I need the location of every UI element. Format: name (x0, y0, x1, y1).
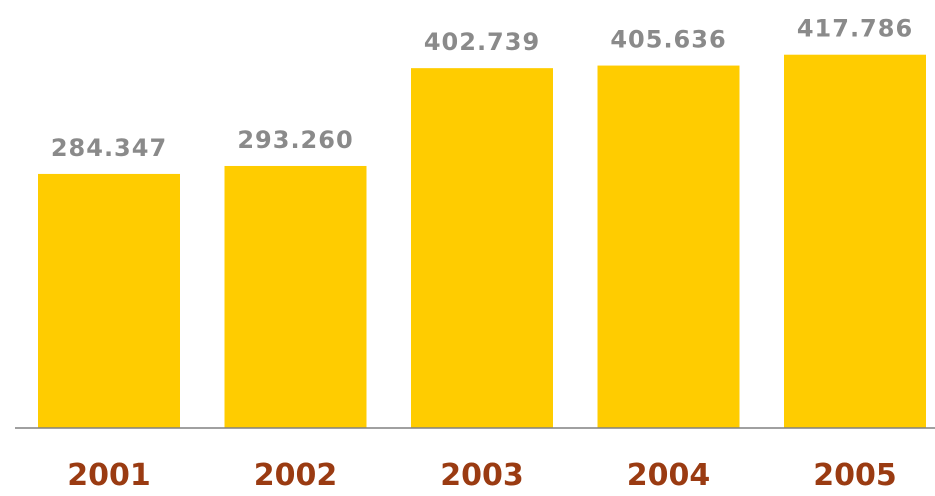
value-label-2005: 417.786 (797, 15, 913, 43)
bar-2001 (38, 173, 180, 428)
value-labels-group: 284.347 293.260 402.739 405.636 417.786 (51, 15, 913, 162)
value-label-2001: 284.347 (51, 134, 167, 162)
value-label-2004: 405.636 (610, 26, 726, 54)
category-label-2003: 2003 (440, 458, 524, 493)
value-label-2003: 402.739 (424, 28, 540, 56)
bar-2005 (784, 54, 926, 428)
category-label-2001: 2001 (67, 458, 151, 493)
value-label-2002: 293.260 (237, 126, 353, 154)
bar-2004 (597, 65, 740, 428)
bar-2002 (224, 165, 367, 429)
bar-2003 (411, 68, 553, 428)
category-label-2004: 2004 (627, 458, 711, 493)
bars-group (38, 54, 926, 429)
category-label-2005: 2005 (813, 458, 897, 493)
category-label-2002: 2002 (254, 458, 338, 493)
category-labels-group: 2001 2002 2003 2004 2005 (67, 458, 897, 493)
